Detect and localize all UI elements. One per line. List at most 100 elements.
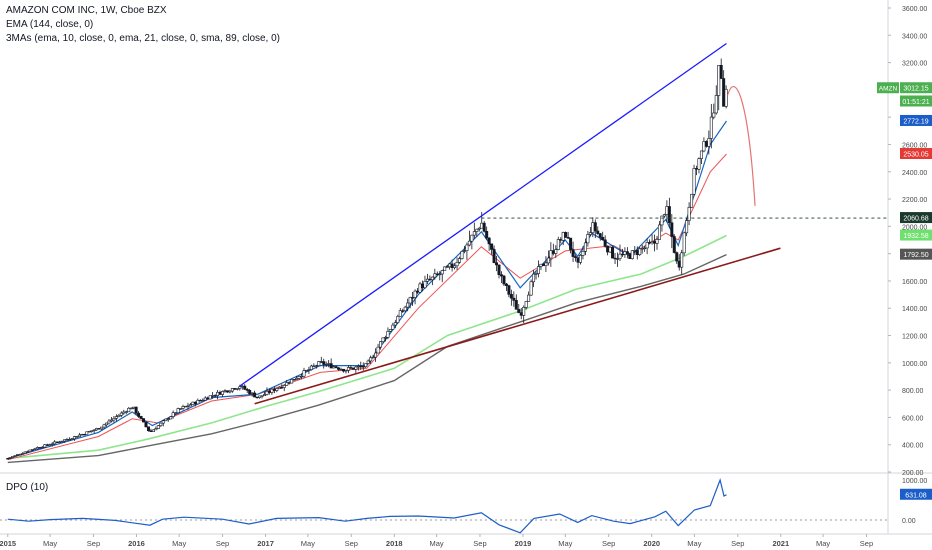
price-candle[interactable] xyxy=(559,237,563,244)
price-candle[interactable] xyxy=(186,402,190,410)
price-candle[interactable] xyxy=(707,130,711,155)
price-candle[interactable] xyxy=(546,250,550,266)
price-candle[interactable] xyxy=(33,447,37,450)
price-candle[interactable] xyxy=(63,439,67,443)
price-candle[interactable] xyxy=(670,213,674,249)
price-candle[interactable] xyxy=(393,319,397,329)
price-candle[interactable] xyxy=(712,103,716,120)
lower-trendline[interactable] xyxy=(254,247,781,405)
sma89-line[interactable] xyxy=(7,253,727,464)
price-candle[interactable] xyxy=(386,327,390,340)
price-candle[interactable] xyxy=(169,415,173,420)
price-axis-label[interactable]: 2530.05 xyxy=(900,148,932,160)
price-candle[interactable] xyxy=(100,426,104,430)
price-candle[interactable] xyxy=(583,238,587,256)
price-candle[interactable] xyxy=(114,414,118,422)
price-candle[interactable] xyxy=(685,218,689,237)
price-candle[interactable] xyxy=(381,337,385,344)
price-candle[interactable] xyxy=(465,242,469,260)
price-candle[interactable] xyxy=(329,358,333,369)
price-candle[interactable] xyxy=(300,373,304,380)
price-candle[interactable] xyxy=(638,247,642,257)
price-candle[interactable] xyxy=(28,449,32,453)
price-candle[interactable] xyxy=(201,398,205,402)
price-candle[interactable] xyxy=(398,307,402,317)
dpo-pane[interactable] xyxy=(0,477,888,534)
price-candle[interactable] xyxy=(462,245,466,254)
price-candle[interactable] xyxy=(95,427,99,431)
price-candle[interactable] xyxy=(134,406,138,416)
price-candle[interactable] xyxy=(225,390,229,393)
price-candle[interactable] xyxy=(618,244,622,262)
price-candle[interactable] xyxy=(425,273,429,285)
price-candle[interactable] xyxy=(124,410,128,415)
price-candle[interactable] xyxy=(376,343,380,354)
price-candle[interactable] xyxy=(554,245,558,258)
price-candle[interactable] xyxy=(228,389,232,394)
price-candle[interactable] xyxy=(223,389,227,393)
price-candle[interactable] xyxy=(166,417,170,422)
price-candle[interactable] xyxy=(233,388,237,391)
main-pane[interactable] xyxy=(6,42,888,464)
price-candle[interactable] xyxy=(154,426,158,431)
price-candle[interactable] xyxy=(312,363,316,368)
price-candle[interactable] xyxy=(198,399,202,402)
price-candle[interactable] xyxy=(724,85,728,109)
price-candle[interactable] xyxy=(221,390,225,398)
price-candle[interactable] xyxy=(430,276,434,286)
price-candle[interactable] xyxy=(699,150,703,165)
price-candle[interactable] xyxy=(529,279,533,296)
price-axis-label[interactable]: 1932.58 xyxy=(900,229,932,241)
price-candle[interactable] xyxy=(139,415,143,420)
price-candle[interactable] xyxy=(448,263,452,270)
price-candle[interactable] xyxy=(50,442,54,447)
price-candle[interactable] xyxy=(504,282,508,292)
price-candle[interactable] xyxy=(248,388,252,395)
price-candle[interactable] xyxy=(309,364,313,371)
price-candle[interactable] xyxy=(470,234,474,250)
price-candle[interactable] xyxy=(11,456,15,459)
price-candle[interactable] xyxy=(117,413,121,418)
price-candle[interactable] xyxy=(467,230,471,247)
price-candle[interactable] xyxy=(433,268,437,280)
price-candle[interactable] xyxy=(495,255,499,272)
price-candle[interactable] xyxy=(151,429,155,432)
price-candle[interactable] xyxy=(97,428,101,430)
price-candle[interactable] xyxy=(67,437,71,441)
price-candle[interactable] xyxy=(438,271,442,281)
price-candle[interactable] xyxy=(72,435,76,441)
price-candle[interactable] xyxy=(657,220,661,240)
price-candle[interactable] xyxy=(512,291,516,307)
price-candle[interactable] xyxy=(60,440,64,443)
price-candle[interactable] xyxy=(243,384,247,390)
price-candle[interactable] xyxy=(282,384,286,392)
price-candle[interactable] xyxy=(675,251,679,264)
price-candle[interactable] xyxy=(314,364,318,369)
price-candle[interactable] xyxy=(371,354,375,359)
price-candle[interactable] xyxy=(245,387,249,394)
price-candle[interactable] xyxy=(369,355,373,364)
dpo-axis-label[interactable]: 631.08 xyxy=(900,488,932,500)
price-candle[interactable] xyxy=(122,409,126,415)
price-candle[interactable] xyxy=(188,402,192,407)
price-candle[interactable] xyxy=(537,260,541,278)
price-candle[interactable] xyxy=(623,247,627,258)
price-candle[interactable] xyxy=(290,379,294,384)
price-candle[interactable] xyxy=(435,271,439,276)
price-candle[interactable] xyxy=(455,257,459,270)
price-candle[interactable] xyxy=(460,251,464,260)
price-candle[interactable] xyxy=(428,275,432,282)
price-axis-label[interactable]: 2772.19 xyxy=(900,114,932,126)
price-candle[interactable] xyxy=(142,418,146,423)
price-candle[interactable] xyxy=(16,453,20,456)
price-candle[interactable] xyxy=(571,241,575,263)
price-candle[interactable] xyxy=(304,369,308,372)
price-candle[interactable] xyxy=(601,231,605,241)
price-candle[interactable] xyxy=(509,289,513,306)
price-axis-label[interactable]: 01:51:21 xyxy=(900,95,932,107)
price-candle[interactable] xyxy=(218,390,222,395)
price-candle[interactable] xyxy=(65,437,69,441)
price-candle[interactable] xyxy=(396,314,400,324)
price-candle[interactable] xyxy=(702,137,706,153)
price-candle[interactable] xyxy=(677,254,681,271)
